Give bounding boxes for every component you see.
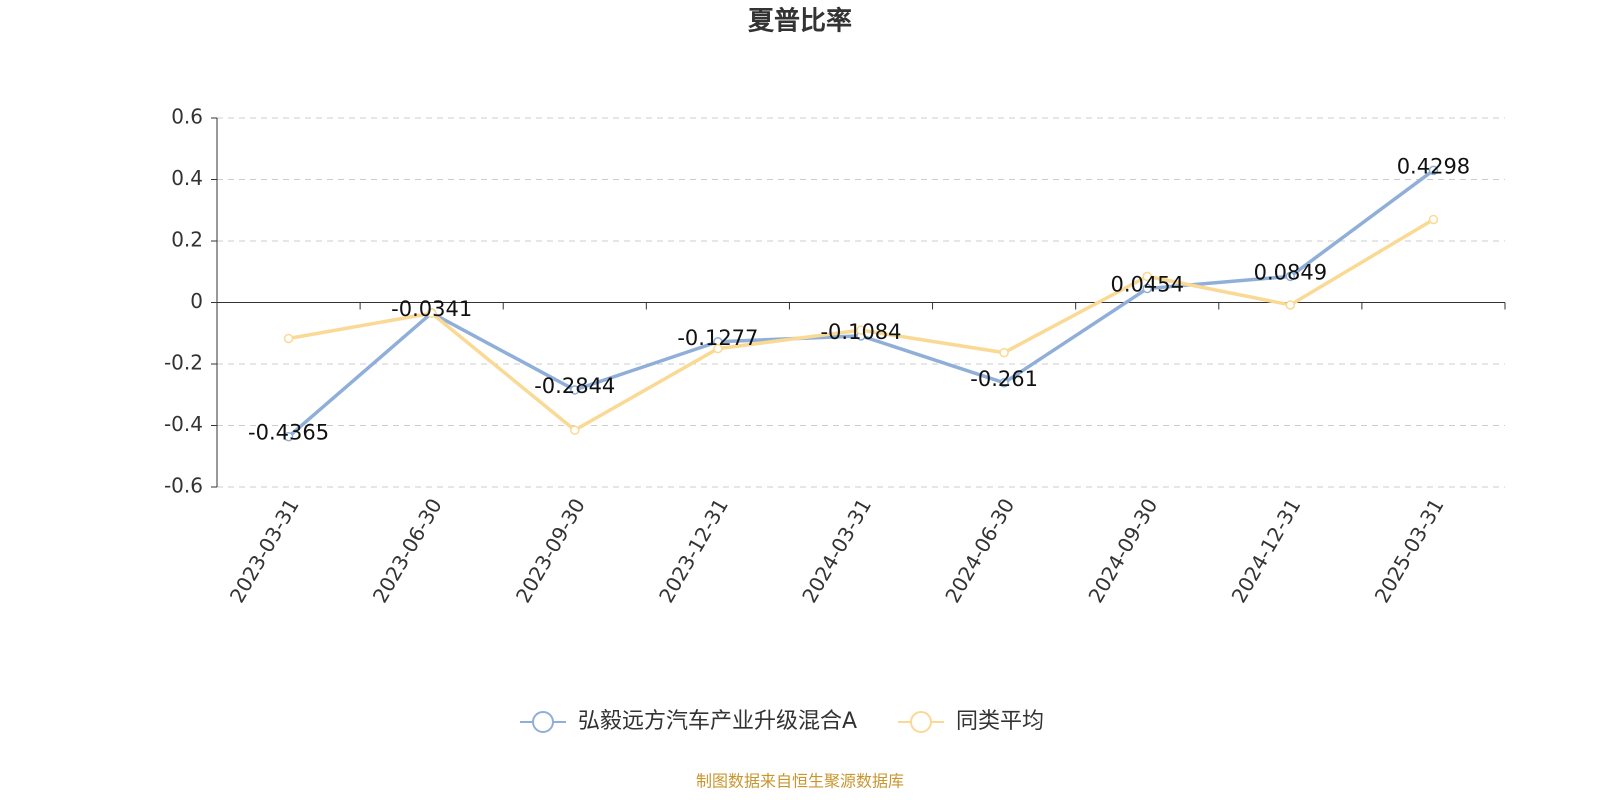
y-tick-label: 0.2 (171, 228, 203, 252)
source-note: 制图数据来自恒生聚源数据库 (696, 772, 904, 791)
data-label: -0.4365 (248, 421, 329, 445)
legend-label: 弘毅远方汽车产业升级混合A (578, 709, 857, 734)
y-tick-label: 0 (190, 289, 203, 313)
y-tick-label: -0.2 (164, 351, 203, 375)
y-tick-label: 0.6 (171, 105, 203, 129)
x-tick-label: 2024-03-31 (797, 494, 876, 607)
data-label: -0.1084 (820, 320, 901, 344)
data-label: 0.0849 (1254, 260, 1327, 284)
x-tick-label: 2023-09-30 (511, 494, 590, 607)
data-label: 0.4298 (1397, 154, 1470, 178)
data-label: -0.1277 (677, 326, 758, 350)
data-label: -0.261 (970, 367, 1038, 391)
x-tick-label: 2024-09-30 (1083, 494, 1162, 607)
data-point (856, 325, 866, 335)
x-tick-label: 2023-03-31 (225, 494, 304, 607)
data-point (999, 347, 1009, 358)
data-point (283, 431, 294, 442)
x-tick-label: 2024-06-30 (940, 494, 1019, 607)
data-point (1142, 271, 1152, 282)
data-point (1285, 271, 1296, 282)
x-tick-label: 2025-03-31 (1370, 494, 1449, 607)
chart-title: 夏普比率 (748, 6, 852, 37)
x-tick-label: 2023-12-31 (654, 494, 733, 607)
y-tick-label: -0.4 (164, 412, 203, 436)
legend-marker (532, 711, 554, 733)
x-tick-label: 2024-12-31 (1227, 494, 1306, 607)
y-tick-label: -0.6 (164, 474, 203, 498)
data-point (570, 425, 580, 435)
data-point (570, 385, 580, 395)
data-label: 0.0454 (1110, 273, 1183, 297)
data-point (1142, 283, 1152, 294)
data-point (1428, 214, 1439, 225)
data-point (999, 378, 1009, 388)
data-point (283, 333, 294, 344)
legend-marker (910, 711, 932, 733)
data-point (1285, 300, 1296, 310)
data-label: -0.0341 (391, 297, 472, 321)
x-tick-label: 2023-06-30 (368, 494, 447, 607)
y-tick-label: 0.4 (171, 166, 203, 190)
data-point (1428, 165, 1439, 176)
legend-label: 同类平均 (956, 709, 1044, 734)
data-point (713, 343, 723, 354)
data-point (426, 308, 437, 319)
data-label: -0.2844 (534, 374, 615, 398)
